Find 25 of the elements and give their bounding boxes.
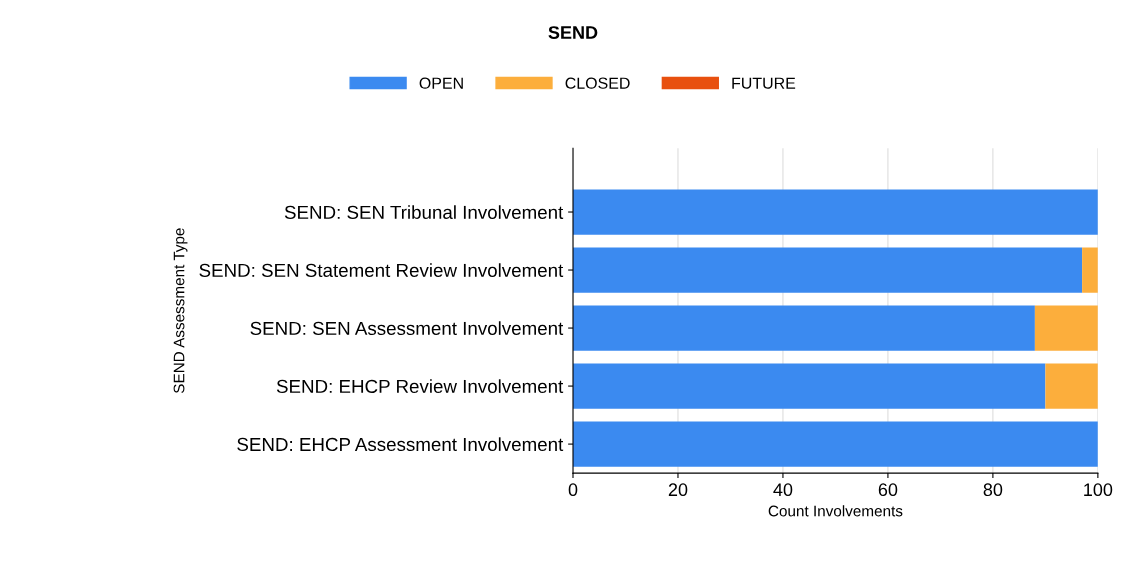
bar bbox=[573, 305, 1035, 351]
bar bbox=[573, 363, 1046, 409]
bar bbox=[1082, 247, 1098, 293]
y-tick-label: SEND: SEN Tribunal Involvement bbox=[284, 205, 564, 219]
x-tick-label: 80 bbox=[983, 483, 1003, 497]
bar bbox=[573, 247, 1083, 293]
y-axis-title: SEND Assessment Type bbox=[173, 228, 188, 394]
x-axis-title: Count Involvements bbox=[768, 505, 903, 517]
y-tick-label: SEND: EHCP Review Involvement bbox=[276, 379, 564, 394]
legend-label: OPEN bbox=[419, 77, 463, 89]
y-tick-label: SEND: SEN Assessment Involvement bbox=[250, 321, 564, 336]
bar bbox=[1045, 363, 1098, 409]
bar bbox=[573, 421, 1098, 467]
x-tick-label: 40 bbox=[773, 483, 793, 497]
x-tick-label: 0 bbox=[568, 483, 578, 497]
x-tick-label: 20 bbox=[668, 483, 688, 497]
x-tick-label: 100 bbox=[1084, 483, 1113, 497]
y-tick-label: SEND: SEN Statement Review Involvement bbox=[199, 263, 564, 278]
x-tick-label: 60 bbox=[878, 483, 898, 497]
bar bbox=[1034, 305, 1098, 351]
bar bbox=[573, 189, 1098, 235]
legend-label: CLOSED bbox=[565, 77, 630, 89]
legend-label: FUTURE bbox=[732, 77, 796, 89]
chart-title: SEND bbox=[548, 26, 598, 39]
y-tick-label: SEND: EHCP Assessment Involvement bbox=[237, 437, 564, 452]
